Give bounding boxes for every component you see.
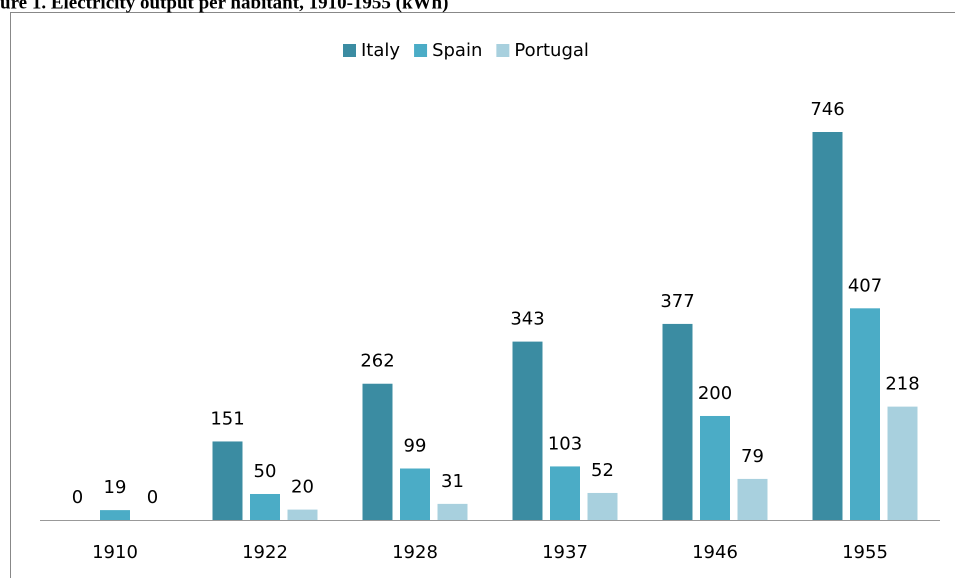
data-label: 200 <box>698 383 732 404</box>
data-label: 103 <box>548 433 582 454</box>
bar <box>587 492 618 520</box>
data-label: 52 <box>591 460 614 481</box>
bar <box>812 132 843 520</box>
bar <box>212 441 243 520</box>
bar <box>400 468 430 520</box>
data-label: 19 <box>104 477 127 498</box>
bar <box>737 478 768 520</box>
x-tick-label: 1928 <box>392 542 438 563</box>
data-label: 0 <box>72 487 83 508</box>
bar <box>437 503 468 520</box>
data-label: 746 <box>810 99 844 120</box>
chart-title: ure 1. Electricity output per habitant, … <box>0 0 448 13</box>
chart-border <box>10 12 955 578</box>
legend-swatch <box>496 44 510 57</box>
data-label: 99 <box>404 436 427 457</box>
data-label: 151 <box>210 408 244 429</box>
legend-swatch <box>343 44 356 57</box>
bar <box>850 308 880 520</box>
x-tick-label: 1937 <box>542 542 588 563</box>
bar <box>662 323 693 520</box>
bar <box>512 341 543 520</box>
data-label: 407 <box>848 275 882 296</box>
data-label: 20 <box>291 477 314 498</box>
data-label: 262 <box>360 351 394 372</box>
x-tick-label: 1946 <box>692 542 738 563</box>
bar <box>287 509 318 520</box>
data-label: 79 <box>741 446 764 467</box>
data-label: 377 <box>660 291 694 312</box>
bar <box>250 493 280 520</box>
x-tick-label: 1922 <box>242 542 288 563</box>
legend-label: Spain <box>432 40 482 61</box>
legend-swatch <box>414 44 428 57</box>
data-label: 218 <box>885 374 919 395</box>
bar <box>887 406 918 520</box>
x-tick-label: 1910 <box>92 542 138 563</box>
data-label: 50 <box>254 461 277 482</box>
bar <box>100 510 130 520</box>
bar <box>362 383 393 520</box>
data-label: 31 <box>441 471 464 492</box>
legend-label: Italy <box>361 40 400 61</box>
x-tick-label: 1955 <box>842 542 888 563</box>
data-label: 343 <box>510 309 544 330</box>
bar <box>700 415 730 520</box>
bar <box>550 466 580 520</box>
data-label: 0 <box>147 487 158 508</box>
legend-label: Portugal <box>514 40 589 61</box>
